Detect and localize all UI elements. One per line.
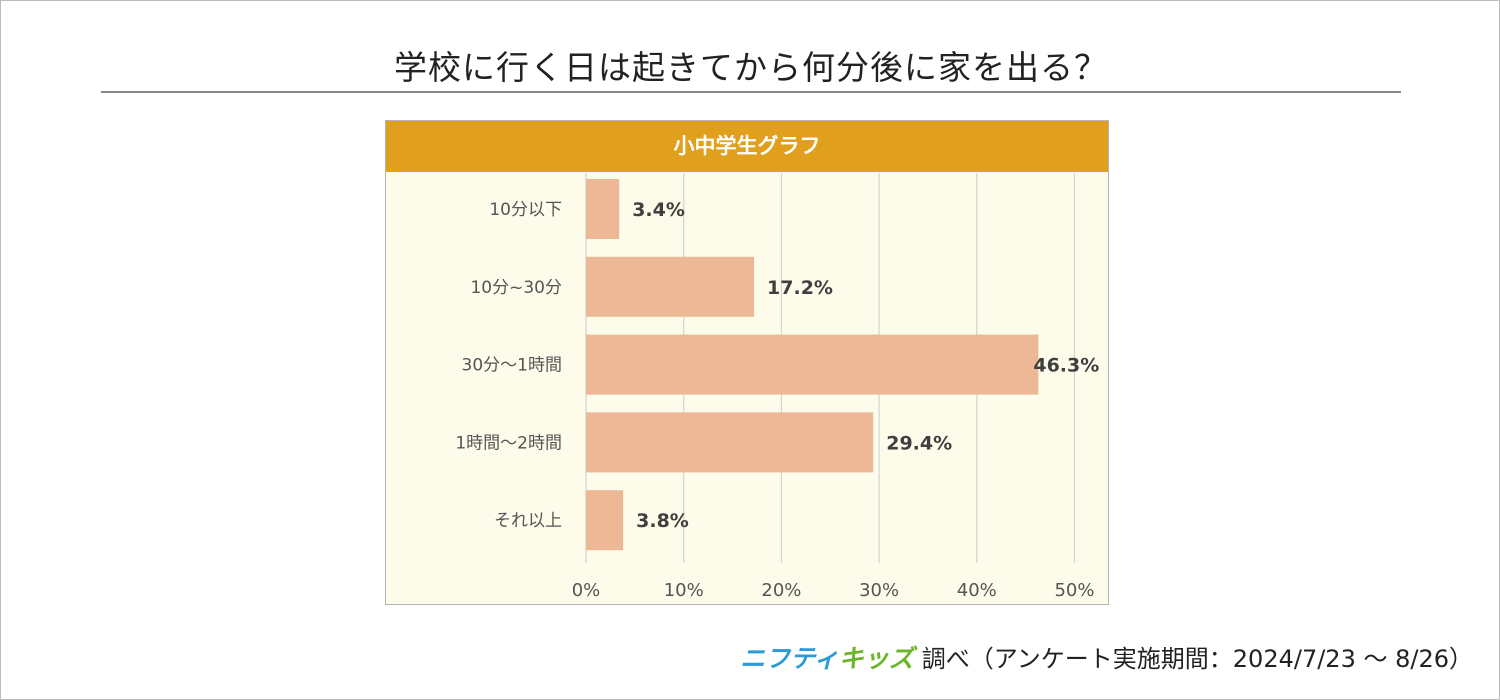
data-label: 46.3%: [1033, 355, 1099, 377]
bar: [586, 179, 620, 239]
bar-chart: 0% 10% 20% 30% 40% 50% 10分以下 3.4% 10分~30分 17.2% 30…: [455, 173, 1099, 601]
source-footer: ニフティ キッズ 調べ（アンケート実施期間：2024/7/23 ～ 8/26）: [740, 639, 1473, 675]
category-label: 30分～1時間: [462, 356, 562, 376]
category-label: 10分~30分: [470, 278, 562, 298]
page-title: 学校に行く日は起きてから何分後に家を出る？: [394, 48, 1108, 87]
data-label: 3.4%: [632, 199, 685, 221]
x-tick-label: 30%: [859, 580, 899, 601]
x-tick-label: 0%: [572, 580, 601, 601]
bar: [586, 334, 1039, 395]
x-tick-label: 10%: [664, 580, 704, 601]
category-label: それ以上: [494, 511, 562, 531]
data-label: 17.2%: [767, 277, 833, 299]
bar: [586, 256, 755, 317]
bar: [586, 490, 624, 551]
x-tick-label: 40%: [957, 580, 997, 601]
chart-panel: 小中学生グラフ 0% 10% 20% 30% 40% 50% 10分以下 3.4% 10分~30…: [385, 120, 1109, 605]
brand-logo-part1: ニフティ: [740, 644, 839, 673]
data-label: 3.8%: [636, 510, 689, 532]
category-label: 1時間～2時間: [455, 433, 562, 453]
category-label: 10分以下: [489, 200, 562, 220]
title-divider: [101, 91, 1401, 93]
x-tick-label: 20%: [761, 580, 801, 601]
source-note: 調べ（アンケート実施期間：2024/7/23 ～ 8/26）: [921, 645, 1473, 673]
bar: [586, 412, 874, 473]
panel-header: 小中学生グラフ: [386, 121, 1108, 172]
x-tick-label: 50%: [1054, 580, 1094, 601]
brand-logo-part2: キッズ: [838, 644, 914, 673]
data-label: 29.4%: [886, 432, 952, 454]
